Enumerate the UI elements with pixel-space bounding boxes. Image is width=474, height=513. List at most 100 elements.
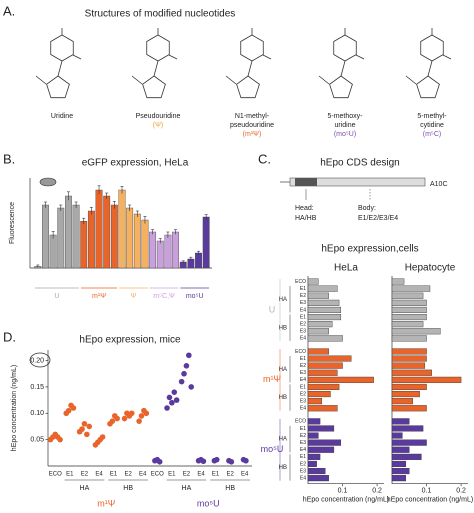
x-tick-label: E4 bbox=[241, 472, 249, 478]
x-tick-label: ECO bbox=[151, 472, 164, 478]
molecule-name: uridine bbox=[334, 122, 355, 129]
bar bbox=[103, 195, 111, 269]
x-tick-label: E2 bbox=[183, 472, 191, 478]
row-label: ECO bbox=[295, 279, 306, 285]
bar bbox=[391, 446, 410, 453]
y-axis-label: hEpo concentration (ng/mL) bbox=[11, 365, 18, 451]
bar bbox=[391, 391, 420, 398]
row-label: E3 bbox=[300, 468, 306, 474]
point bbox=[57, 436, 63, 443]
row-group-label: HA bbox=[279, 367, 287, 373]
bar bbox=[391, 439, 427, 446]
x-axis-label: hEpo concentration (ng/mL) bbox=[387, 497, 473, 504]
subgroup-label: HA bbox=[182, 485, 192, 492]
x-tick-label: E4 bbox=[197, 472, 205, 478]
bar bbox=[391, 369, 432, 376]
row-group-label: HB bbox=[279, 325, 287, 331]
molecule-name: pseudouridine bbox=[230, 122, 274, 129]
bar bbox=[307, 398, 323, 405]
point bbox=[169, 399, 175, 406]
point bbox=[65, 407, 72, 414]
base-ring bbox=[420, 34, 444, 62]
bar bbox=[307, 292, 329, 299]
point bbox=[200, 458, 207, 465]
y-tick-label: 0.20 bbox=[30, 357, 44, 364]
base-ring bbox=[240, 34, 264, 62]
x-tick-label: 0.2 bbox=[456, 488, 466, 495]
x-tick-label: E1 bbox=[212, 472, 220, 478]
row-group-label: HB bbox=[279, 465, 287, 471]
row-label: E4 bbox=[300, 447, 306, 453]
bar bbox=[307, 391, 331, 398]
bar bbox=[80, 220, 88, 269]
bar bbox=[307, 468, 326, 475]
bar bbox=[156, 240, 164, 269]
group-label: m⁵C,Ψ bbox=[153, 293, 175, 300]
bar bbox=[307, 328, 329, 335]
body-label: E1/E2/E3/E4 bbox=[358, 215, 398, 222]
bond bbox=[72, 54, 82, 60]
bar bbox=[307, 432, 319, 439]
head-label: Head: bbox=[295, 205, 314, 212]
bar bbox=[307, 383, 340, 391]
molecule-abbr: (Ψ) bbox=[153, 122, 164, 129]
bar bbox=[391, 376, 462, 383]
row-label: E4 bbox=[300, 307, 306, 313]
row-label: E2 bbox=[300, 363, 306, 369]
row-label: E4 bbox=[300, 406, 306, 412]
molecule-structure bbox=[318, 28, 365, 99]
panel-letter: C. bbox=[258, 151, 271, 166]
y-tick-label: 0.15 bbox=[30, 384, 44, 391]
bar bbox=[391, 468, 410, 475]
bar bbox=[391, 355, 427, 362]
y-axis-label: Fluorescence bbox=[9, 202, 16, 244]
bar bbox=[49, 234, 57, 269]
point bbox=[81, 421, 88, 427]
row-label: E1 bbox=[300, 314, 306, 320]
point bbox=[164, 405, 170, 411]
point bbox=[138, 413, 145, 419]
tail-label: A10C bbox=[430, 181, 448, 188]
bar bbox=[391, 328, 441, 335]
point bbox=[173, 397, 180, 403]
bond bbox=[247, 60, 253, 77]
y-tick-label: 0.05 bbox=[30, 436, 44, 443]
bar bbox=[195, 252, 202, 269]
point bbox=[166, 394, 173, 401]
x-tick-label: E2 bbox=[81, 472, 89, 478]
row-label: E1 bbox=[300, 356, 306, 362]
point bbox=[114, 415, 120, 422]
point bbox=[213, 456, 220, 463]
bar bbox=[118, 189, 126, 269]
row-label: E2 bbox=[300, 293, 306, 299]
bar bbox=[307, 446, 335, 453]
x-tick-label: 0.2 bbox=[372, 488, 382, 495]
x-tick-label: E1 bbox=[168, 472, 176, 478]
bar bbox=[391, 432, 403, 439]
point bbox=[86, 423, 93, 430]
molecule-structure bbox=[405, 28, 452, 99]
molecule-name: 5-methyl- bbox=[417, 113, 447, 120]
bar bbox=[307, 405, 338, 412]
bar bbox=[391, 398, 413, 405]
subgroup-label: HB bbox=[225, 485, 235, 492]
bar bbox=[307, 314, 342, 321]
point bbox=[143, 410, 150, 417]
group-label: mo⁵U bbox=[261, 444, 284, 454]
bar bbox=[307, 299, 340, 306]
group-label: m¹Ψ bbox=[92, 293, 106, 300]
row-group-label: HA bbox=[279, 297, 287, 303]
bar bbox=[65, 195, 72, 269]
row-label: ECO bbox=[295, 419, 306, 425]
bar bbox=[391, 453, 422, 460]
point bbox=[243, 457, 249, 464]
point bbox=[121, 415, 128, 422]
row-group-label: HB bbox=[279, 395, 287, 401]
chart-title: eGFP expression, HeLa bbox=[82, 158, 189, 169]
x-tick-label: E2 bbox=[124, 472, 132, 478]
molecule-name: cytidine bbox=[420, 122, 444, 129]
group-label: m¹Ψ bbox=[97, 498, 115, 508]
point bbox=[171, 389, 178, 395]
bar bbox=[110, 204, 118, 269]
row-label: E3 bbox=[300, 329, 306, 335]
